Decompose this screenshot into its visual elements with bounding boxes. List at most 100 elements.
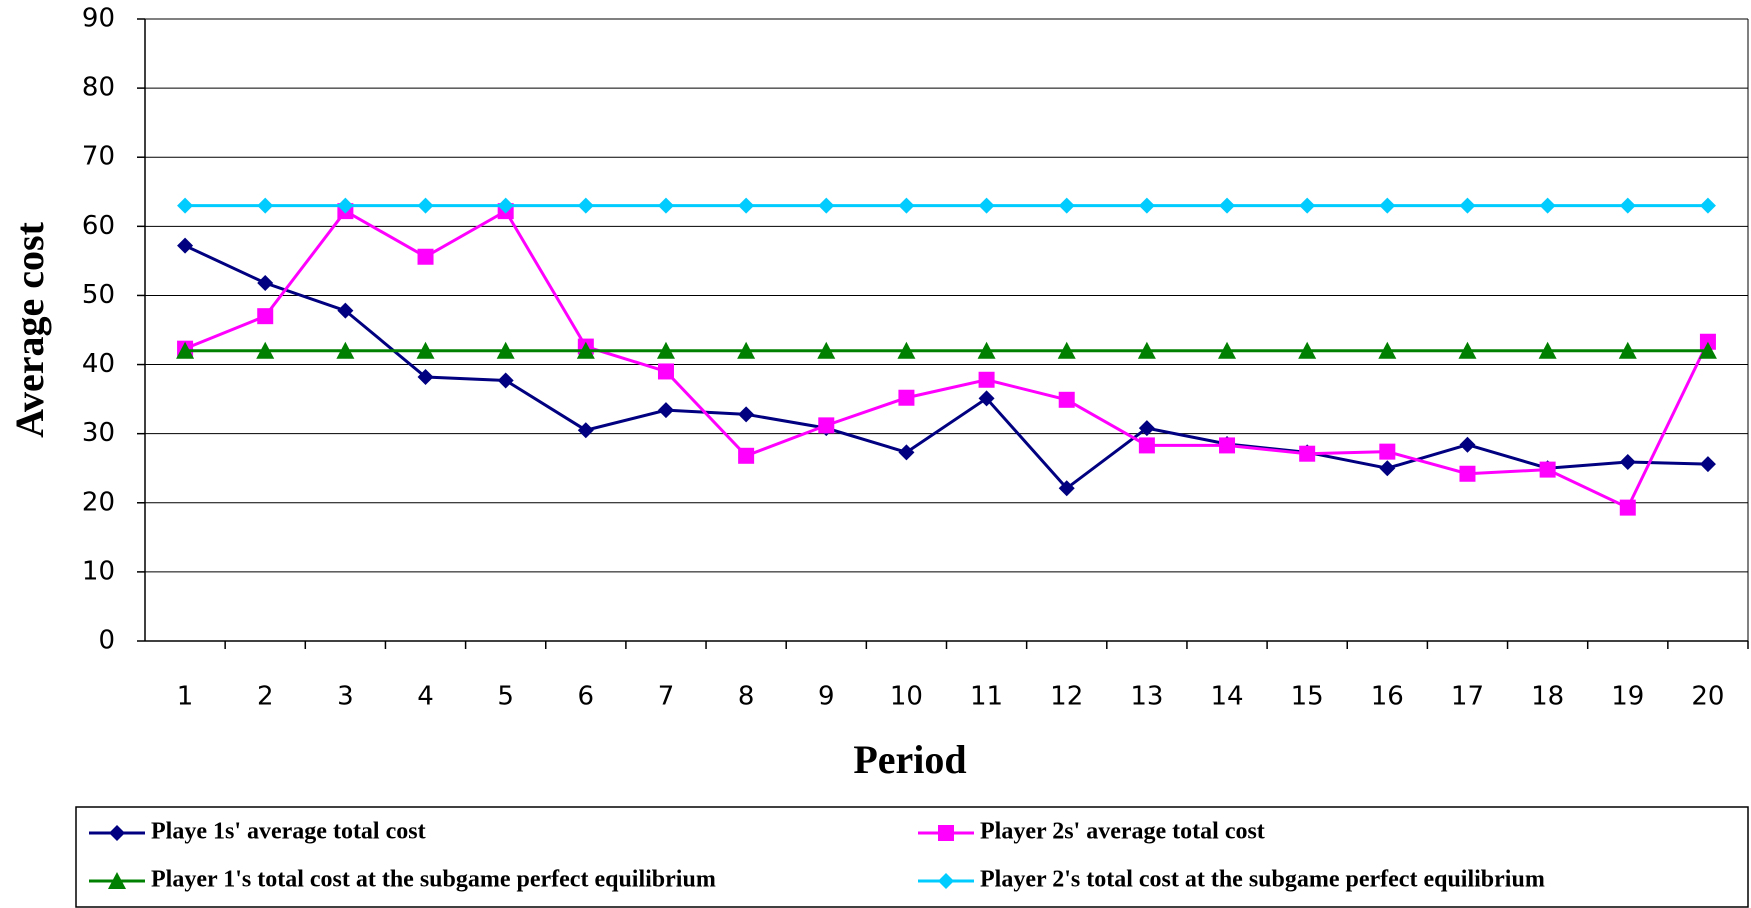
marker — [576, 341, 595, 359]
x-tick-label: 20 — [1691, 682, 1724, 712]
legend-label: Player 1's total cost at the subgame per… — [151, 867, 716, 893]
y-tick-label: 80 — [82, 73, 115, 103]
x-tick-label: 10 — [890, 682, 923, 712]
marker — [1379, 197, 1396, 214]
marker — [1699, 197, 1716, 214]
y-tick-label: 30 — [82, 418, 115, 448]
marker — [1218, 341, 1237, 359]
x-tick-label: 15 — [1291, 682, 1324, 712]
y-tick-label: 90 — [82, 4, 115, 34]
legend-box — [75, 806, 1749, 908]
x-tick-label: 12 — [1050, 682, 1083, 712]
y-tick-label: 70 — [82, 142, 115, 172]
marker — [1379, 460, 1396, 477]
marker — [1539, 197, 1556, 214]
marker — [818, 417, 835, 434]
marker — [1219, 197, 1236, 214]
marker — [577, 422, 594, 439]
legend-label: Player 2s' average total cost — [980, 819, 1265, 845]
marker — [337, 197, 354, 214]
marker — [336, 341, 355, 359]
marker — [176, 341, 195, 359]
x-tick-label: 16 — [1371, 682, 1404, 712]
marker — [657, 197, 674, 214]
marker — [257, 308, 274, 325]
marker — [1299, 445, 1316, 462]
marker — [257, 275, 274, 292]
x-tick-label: 18 — [1531, 682, 1564, 712]
marker — [978, 390, 995, 407]
marker — [1137, 341, 1156, 359]
marker — [657, 363, 674, 380]
y-tick-label: 10 — [82, 556, 115, 586]
marker — [978, 197, 995, 214]
y-tick-label: 0 — [98, 626, 115, 656]
series-line — [184, 244, 1708, 491]
marker — [1459, 436, 1476, 453]
marker — [177, 197, 194, 214]
x-tick-label: 1 — [177, 682, 194, 712]
x-tick-label: 9 — [818, 682, 835, 712]
marker — [738, 447, 755, 464]
marker — [1539, 461, 1556, 478]
y-axis-title: Average cost — [7, 221, 52, 438]
marker — [1138, 197, 1155, 214]
marker — [1058, 197, 1075, 214]
y-tick-label: 50 — [82, 280, 115, 310]
x-tick-label: 7 — [658, 682, 675, 712]
marker — [1058, 480, 1075, 497]
marker — [577, 197, 594, 214]
marker — [738, 197, 755, 214]
marker — [978, 371, 995, 388]
x-tick-label: 13 — [1130, 682, 1163, 712]
marker — [1378, 341, 1397, 359]
marker — [1619, 454, 1636, 471]
marker — [1619, 197, 1636, 214]
marker — [1058, 391, 1075, 408]
marker — [1379, 443, 1396, 460]
marker — [1459, 197, 1476, 214]
marker — [1459, 465, 1476, 482]
marker — [496, 341, 515, 359]
x-tick-label: 5 — [497, 682, 514, 712]
marker — [109, 825, 125, 841]
marker — [738, 406, 755, 423]
marker — [938, 825, 954, 841]
marker — [497, 372, 514, 389]
x-tick-label: 4 — [417, 682, 434, 712]
marker — [1299, 197, 1316, 214]
x-tick-label: 17 — [1451, 682, 1484, 712]
marker — [898, 444, 915, 461]
marker — [817, 341, 836, 359]
marker — [108, 872, 126, 889]
marker — [1619, 499, 1636, 516]
marker — [1458, 341, 1477, 359]
marker — [257, 197, 274, 214]
x-tick-label: 3 — [337, 682, 354, 712]
marker — [898, 389, 915, 406]
legend-label: Player 2's total cost at the subgame per… — [980, 867, 1545, 893]
x-tick-label: 2 — [257, 682, 274, 712]
marker — [1219, 437, 1236, 454]
marker — [256, 341, 275, 359]
x-tick-label: 6 — [578, 682, 595, 712]
marker — [898, 197, 915, 214]
legend-label: Playe 1s' average total cost — [151, 819, 426, 845]
marker — [417, 368, 434, 385]
series-line — [184, 209, 1710, 510]
marker — [977, 341, 996, 359]
marker — [737, 341, 756, 359]
marker — [416, 341, 435, 359]
marker — [1138, 437, 1155, 454]
x-tick-label: 19 — [1611, 682, 1644, 712]
marker — [818, 197, 835, 214]
marker — [1618, 341, 1637, 359]
marker — [337, 302, 354, 319]
marker — [938, 873, 954, 889]
y-tick-label: 60 — [82, 211, 115, 241]
marker — [497, 197, 514, 214]
marker — [657, 402, 674, 419]
